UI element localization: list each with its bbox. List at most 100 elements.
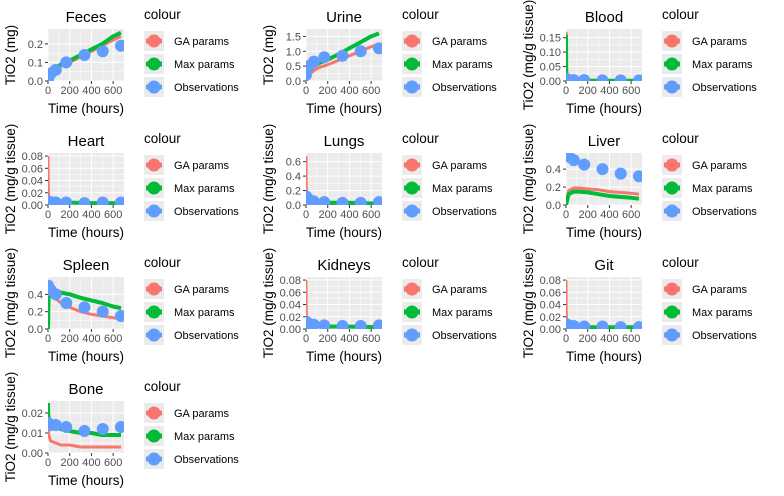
x-tick-label: 400 [600, 85, 618, 97]
legend-label: GA params [432, 36, 488, 48]
observation-point [114, 421, 124, 433]
y-tick-label: 0.02 [22, 188, 43, 200]
legend-entry-observations: Observations [402, 201, 497, 221]
series-layer [306, 155, 382, 205]
panel-title: Heart [68, 133, 106, 150]
y-tick-label: 0.00 [22, 200, 43, 212]
legend-label: Max params [692, 183, 753, 195]
legend-key-point [147, 452, 161, 466]
y-axis-label: TiO2 (mg/g tissue) [521, 124, 536, 235]
observation-point [78, 49, 91, 61]
legend-key-point [147, 34, 161, 48]
legend: colour GA params Max params Observations [662, 131, 757, 221]
x-tick-label: 0 [303, 209, 309, 221]
panel-title: Blood [585, 9, 623, 26]
legend-key-point [665, 305, 679, 319]
observation-point [614, 74, 627, 81]
observation-point [372, 42, 382, 55]
x-tick-label: 400 [82, 209, 100, 221]
panel-lungs: 0 200 400 600 0.0 0.2 0.4 0.6 Lungs Time (hours) T… [261, 124, 497, 240]
legend-entry-observations: Observations [144, 449, 239, 469]
legend-key-point [665, 181, 679, 195]
observation-point [318, 196, 331, 205]
x-tick-label: 0 [563, 209, 569, 221]
y-axis-label: TiO2 (mg/g tissue) [3, 248, 18, 359]
legend-label: Max params [692, 59, 753, 71]
x-axis-label: Time (hours) [306, 349, 382, 364]
legend: colour GA params Max params Observations [662, 7, 757, 97]
legend-entry-ga-params: GA params [144, 403, 230, 423]
legend-label: Observations [432, 206, 497, 218]
x-tick-label: 0 [563, 85, 569, 97]
legend-key-point [405, 80, 419, 94]
legend-entry-max-params: Max params [402, 54, 493, 74]
legend-label: Observations [174, 82, 239, 94]
x-tick-label: 600 [104, 209, 122, 221]
y-tick-label: 0.04 [280, 300, 301, 312]
legend-key-point [147, 158, 161, 172]
y-tick-label: 0.2 [28, 39, 43, 51]
legend-entry-observations: Observations [662, 201, 757, 221]
observation-point [596, 320, 609, 329]
observation-point [306, 69, 312, 81]
observation-point [596, 74, 609, 81]
panel-title: Liver [588, 133, 621, 150]
legend-key-point [405, 158, 419, 172]
series-layer [48, 279, 124, 329]
legend-label: Max params [692, 307, 753, 319]
legend-label: Observations [692, 330, 757, 342]
x-tick-label: 600 [362, 333, 380, 345]
y-tick-label: 0.08 [22, 151, 43, 163]
y-tick-label: 0.0 [28, 324, 43, 336]
observation-point [336, 49, 349, 62]
legend-key-point [405, 305, 419, 319]
legend: colour GA params Max params Observations [402, 131, 497, 221]
observation-point [567, 74, 580, 81]
y-tick-label: 0.15 [540, 33, 561, 45]
legend-key-point [147, 328, 161, 342]
y-tick-label: 0.0 [286, 76, 301, 88]
x-tick-label: 600 [362, 209, 380, 221]
legend-entry-max-params: Max params [662, 302, 753, 322]
x-tick-label: 600 [622, 85, 640, 97]
plot-background [48, 153, 124, 205]
legend-entry-observations: Observations [662, 325, 757, 345]
legend: colour GA params Max params Observations [144, 255, 239, 345]
x-tick-label: 200 [61, 333, 79, 345]
y-tick-label: 0.04 [22, 176, 43, 188]
legend-key-point [405, 328, 419, 342]
x-tick-label: 200 [579, 333, 597, 345]
legend-label: GA params [174, 36, 230, 48]
legend-label: Observations [432, 82, 497, 94]
y-tick-label: 0.04 [540, 300, 561, 312]
legend-key-point [147, 204, 161, 218]
observation-point [114, 196, 124, 205]
legend-key-point [665, 158, 679, 172]
y-tick-label: 0.5 [286, 61, 301, 73]
legend-title: colour [662, 7, 699, 22]
panel-heart: 0 200 400 600 0.000.020.040.060.08 Heart Time … [3, 124, 239, 240]
panel-spleen: 0 200 400 600 0.0 0.2 0.4 Spleen Time (hours) TiO… [3, 248, 239, 364]
panel-title: Lungs [324, 133, 365, 150]
observation-point [567, 154, 580, 167]
x-tick-label: 400 [82, 85, 100, 97]
x-tick-label: 400 [82, 457, 100, 469]
y-tick-label: 0.02 [540, 312, 561, 324]
legend: colour GA params Max params Observations [402, 7, 497, 97]
observation-point [49, 63, 62, 76]
legend-label: Max params [174, 431, 235, 443]
x-tick-label: 0 [45, 85, 51, 97]
observation-point [336, 319, 349, 329]
legend-key-point [405, 282, 419, 296]
legend-label: GA params [174, 284, 230, 296]
y-tick-label: 0.05 [540, 62, 561, 74]
x-tick-label: 400 [600, 333, 618, 345]
y-tick-label: 0.00 [540, 76, 561, 88]
y-tick-label: 0.08 [540, 275, 561, 287]
observation-point [60, 56, 73, 69]
observation-point [632, 321, 642, 329]
legend-key-point [665, 57, 679, 71]
legend-key-point [147, 429, 161, 443]
x-tick-label: 600 [104, 85, 122, 97]
